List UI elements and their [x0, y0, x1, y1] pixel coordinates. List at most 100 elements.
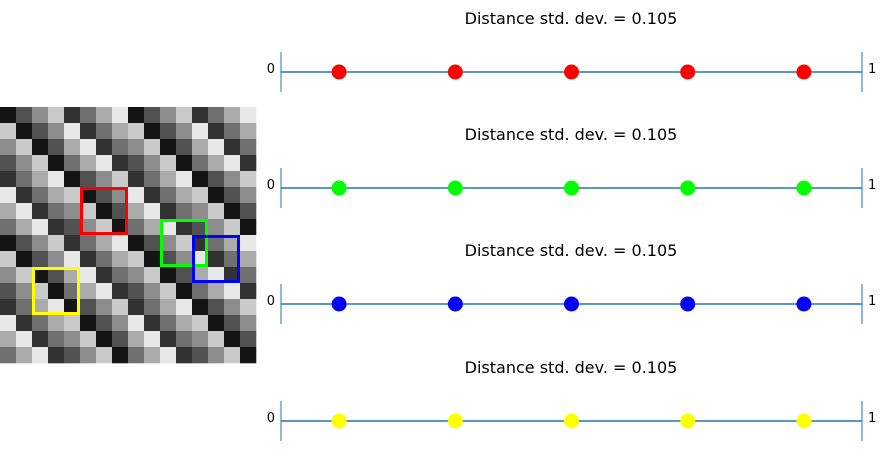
heatmap-cell	[16, 187, 33, 204]
heatmap-cell	[96, 187, 113, 204]
heatmap-cell	[112, 107, 129, 124]
heatmap-cell	[80, 347, 97, 364]
heatmap-cell	[224, 219, 241, 236]
heatmap-cell	[192, 331, 209, 348]
heatmap-cell	[224, 139, 241, 156]
heatmap-cell	[144, 123, 161, 140]
heatmap-cell	[80, 299, 97, 316]
heatmap-cell	[128, 315, 145, 332]
heatmap-cell	[16, 299, 33, 316]
heatmap-cell	[160, 347, 177, 364]
heatmap-cell	[144, 267, 161, 284]
heatmap-cell	[112, 203, 129, 220]
heatmap-cell	[64, 155, 81, 172]
heatmap-cell	[112, 267, 129, 284]
heatmap-cell	[224, 251, 241, 268]
heatmap-cell	[160, 219, 177, 236]
heatmap-cell	[176, 283, 193, 300]
heatmap-cell	[16, 139, 33, 156]
heatmap-cell	[32, 251, 49, 268]
heatmap-cell	[176, 203, 193, 220]
heatmap-cell	[112, 315, 129, 332]
heatmap-cell	[144, 107, 161, 124]
heatmap-cell	[176, 171, 193, 188]
data-point	[796, 180, 812, 196]
heatmap-cell	[240, 107, 257, 124]
heatmap-cell	[48, 139, 65, 156]
heatmap-cell	[128, 155, 145, 172]
heatmap-cell	[16, 251, 33, 268]
heatmap-cell	[128, 139, 145, 156]
heatmap-cell	[80, 219, 97, 236]
heatmap-cell	[64, 171, 81, 188]
heatmap-cell	[160, 139, 177, 156]
heatmap-cell	[224, 123, 241, 140]
heatmap-cell	[160, 283, 177, 300]
heatmap-cell	[240, 235, 257, 252]
heatmap-cell	[112, 171, 129, 188]
heatmap-cell	[240, 219, 257, 236]
heatmap-cell	[48, 331, 65, 348]
heatmap-cell	[176, 155, 193, 172]
heatmap-cell	[64, 299, 81, 316]
heatmap-cell	[240, 283, 257, 300]
heatmap-cell	[0, 299, 17, 316]
heatmap-cell	[128, 235, 145, 252]
heatmap-cell	[144, 283, 161, 300]
heatmap-cell	[240, 203, 257, 220]
heatmap-cell	[192, 187, 209, 204]
heatmap-cell	[176, 347, 193, 364]
heatmap-cell	[192, 155, 209, 172]
heatmap-cell	[80, 187, 97, 204]
heatmap-cell	[64, 283, 81, 300]
heatmap-cell	[48, 315, 65, 332]
heatmap-cell	[192, 315, 209, 332]
heatmap-cell	[240, 187, 257, 204]
heatmap-cell	[144, 251, 161, 268]
heatmap-cell	[160, 123, 177, 140]
heatmap-cell	[144, 347, 161, 364]
heatmap-cell	[128, 347, 145, 364]
highlight-box-3	[32, 267, 80, 315]
heatmap-cell	[160, 171, 177, 188]
heatmap-cell	[112, 235, 129, 252]
heatmap-cell	[48, 299, 65, 316]
heatmap-cell	[48, 123, 65, 140]
data-point	[447, 296, 463, 312]
heatmap-cell	[208, 187, 225, 204]
heatmap-cell	[0, 251, 17, 268]
heatmap-cell	[144, 171, 161, 188]
data-point	[331, 64, 347, 80]
heatmap-cell	[176, 235, 193, 252]
heatmap-cell	[96, 235, 113, 252]
data-point	[447, 413, 463, 429]
heatmap-cell	[144, 219, 161, 236]
heatmap-cell	[0, 219, 17, 236]
heatmap-cell	[80, 331, 97, 348]
data-point	[331, 180, 347, 196]
heatmap-cell	[240, 251, 257, 268]
distance-panel-yellow: Distance std. dev. = 0.105 0 1	[267, 358, 876, 441]
heatmap-cell	[80, 155, 97, 172]
heatmap-cell	[112, 251, 129, 268]
heatmap-cell	[112, 139, 129, 156]
heatmap-cell	[240, 267, 257, 284]
heatmap-cell	[192, 203, 209, 220]
heatmap-cell	[16, 347, 33, 364]
heatmap-cell	[0, 187, 17, 204]
heatmap-cell	[224, 107, 241, 124]
heatmap-cell	[128, 171, 145, 188]
heatmap-cell	[16, 155, 33, 172]
heatmap-cell	[176, 299, 193, 316]
heatmap-cell	[64, 251, 81, 268]
heatmap-cell	[32, 107, 49, 124]
heatmap-cell	[64, 123, 81, 140]
heatmap-cell	[64, 235, 81, 252]
heatmap-cell	[16, 315, 33, 332]
heatmap-cell	[32, 235, 49, 252]
heatmap-cell	[80, 283, 97, 300]
heatmap-cell	[128, 251, 145, 268]
heatmap-cell	[144, 315, 161, 332]
heatmap-cell	[32, 283, 49, 300]
